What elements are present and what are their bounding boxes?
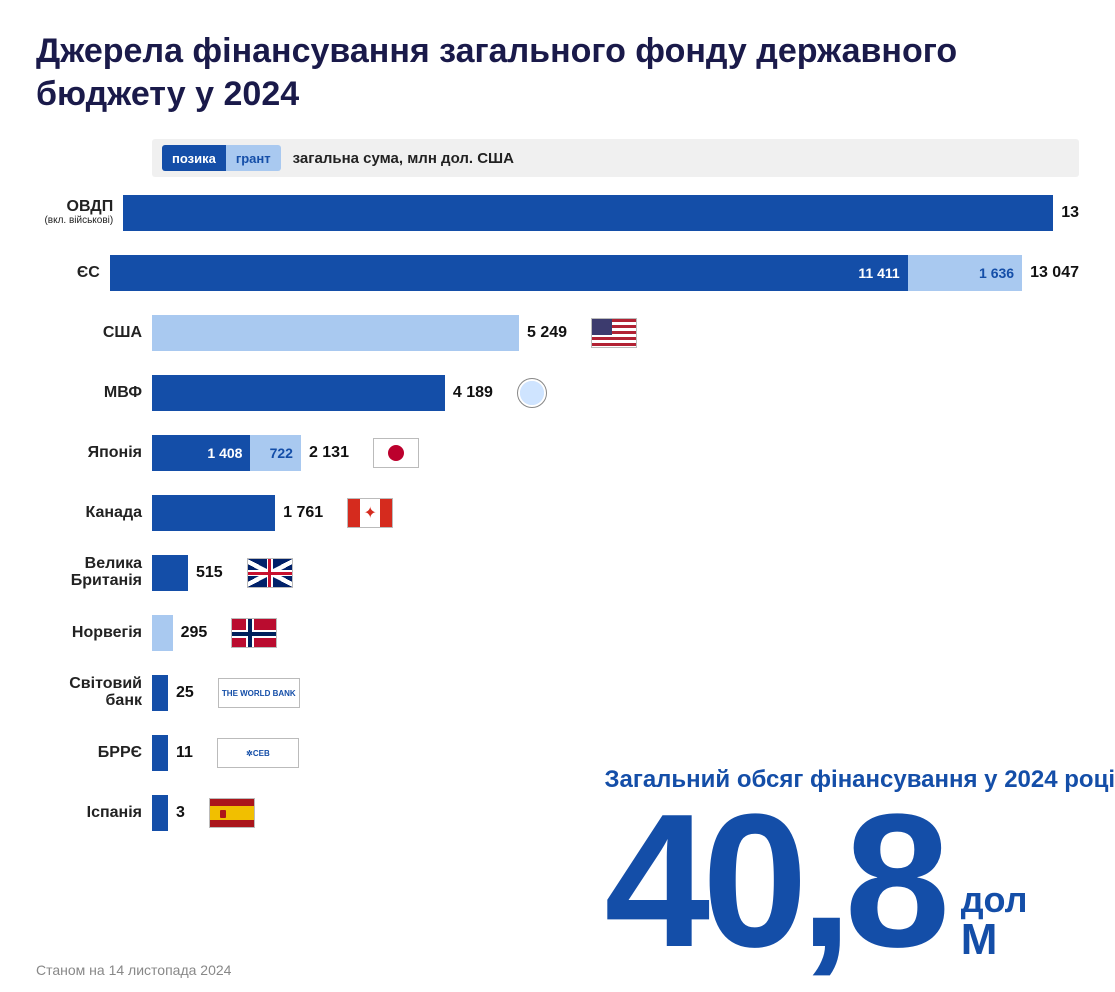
bar-track: 1 408722 2 131	[152, 435, 419, 471]
row-total: 2 131	[309, 444, 349, 462]
footnote: Станом на 14 листопада 2024	[36, 962, 231, 978]
row-label: МВФ	[36, 385, 152, 402]
bar-row: Норвегія 295	[36, 615, 1079, 651]
row-sublabel: (вкл. військові)	[36, 216, 113, 227]
loan-segment	[152, 735, 168, 771]
bar-rows: ОВДП(вкл. військові) 13 ЄС11 4111 636 13 04…	[36, 195, 1079, 831]
total-unit-line2: М	[961, 915, 998, 964]
bar-row: Японія1 408722 2 131	[36, 435, 1079, 471]
ceb-logo-icon: ✲CEB	[217, 738, 299, 768]
loan-segment	[152, 795, 168, 831]
loan-segment	[152, 555, 188, 591]
row-label: Іспанія	[36, 805, 152, 822]
row-total: 11	[176, 744, 193, 762]
loan-segment: 1 408	[152, 435, 250, 471]
row-label: Велика Британія	[36, 556, 152, 590]
row-label: ЄС	[36, 265, 110, 282]
bar-row: Світовий банк 25 THE WORLD BANK	[36, 675, 1079, 711]
bar-track: 25 THE WORLD BANK	[152, 675, 300, 711]
row-total: 295	[181, 624, 208, 642]
bar-row: МВФ 4 189	[36, 375, 1079, 411]
legend-axis-label: загальна сума, млн дол. США	[293, 150, 514, 167]
bar-row: ЄС11 4111 636 13 047	[36, 255, 1079, 291]
row-total: 3	[176, 804, 185, 822]
total-value: 40,8	[604, 801, 942, 963]
es-flag-icon	[209, 798, 255, 828]
row-label: Світовий банк	[36, 676, 152, 710]
bar-track: 295	[152, 615, 277, 651]
bar-track: 11 4111 636 13 047	[110, 255, 1079, 291]
row-total: 25	[176, 684, 194, 702]
loan-segment	[123, 195, 1053, 231]
grant-segment	[152, 615, 173, 651]
total-unit: дол М	[961, 882, 1028, 962]
total-summary: Загальний обсяг фінансування у 2024 році…	[604, 766, 1115, 962]
ca-flag-icon: ✦	[347, 498, 393, 528]
legend-loan: позика	[162, 145, 226, 171]
no-flag-icon	[231, 618, 277, 648]
loan-segment	[152, 495, 275, 531]
uk-flag-icon	[247, 558, 293, 588]
grant-segment: 1 636	[908, 255, 1022, 291]
row-total: 13	[1061, 204, 1079, 222]
legend-swatches: позика грант	[162, 145, 281, 171]
legend: позика грант загальна сума, млн дол. США	[152, 139, 1079, 177]
bar-row: США 5 249	[36, 315, 1079, 351]
bar-track: 3	[152, 795, 255, 831]
row-label: БРРЄ	[36, 745, 152, 762]
row-total: 5 249	[527, 324, 567, 342]
row-label: Норвегія	[36, 625, 152, 642]
worldbank-logo-icon: THE WORLD BANK	[218, 678, 300, 708]
row-label: Канада	[36, 505, 152, 522]
jp-flag-icon	[373, 438, 419, 468]
bar-track: 5 249	[152, 315, 637, 351]
loan-segment	[152, 675, 168, 711]
bar-track: 515	[152, 555, 293, 591]
loan-segment: 11 411	[110, 255, 908, 291]
total-unit-line1: дол	[961, 879, 1028, 920]
row-total: 13 047	[1030, 264, 1079, 282]
chart-title: Джерела фінансування загального фонду де…	[0, 0, 1115, 139]
row-total: 4 189	[453, 384, 493, 402]
row-label: Японія	[36, 445, 152, 462]
row-label: США	[36, 325, 152, 342]
loan-segment	[152, 375, 445, 411]
bar-track: 4 189	[152, 375, 547, 411]
row-total: 515	[196, 564, 223, 582]
bar-track: 11 ✲CEB	[152, 735, 299, 771]
imf-logo-icon	[517, 378, 547, 408]
bar-row: ОВДП(вкл. військові) 13	[36, 195, 1079, 231]
bar-row: Канада 1 761 ✦	[36, 495, 1079, 531]
grant-segment: 722	[250, 435, 300, 471]
chart-container: позика грант загальна сума, млн дол. США…	[0, 139, 1115, 831]
grant-segment	[152, 315, 519, 351]
bar-track: 1 761 ✦	[152, 495, 393, 531]
bar-row: Велика Британія 515	[36, 555, 1079, 591]
bar-track: 13	[123, 195, 1079, 231]
row-total: 1 761	[283, 504, 323, 522]
row-label: ОВДП(вкл. військові)	[36, 199, 123, 226]
us-flag-icon	[591, 318, 637, 348]
legend-grant: грант	[226, 145, 281, 171]
